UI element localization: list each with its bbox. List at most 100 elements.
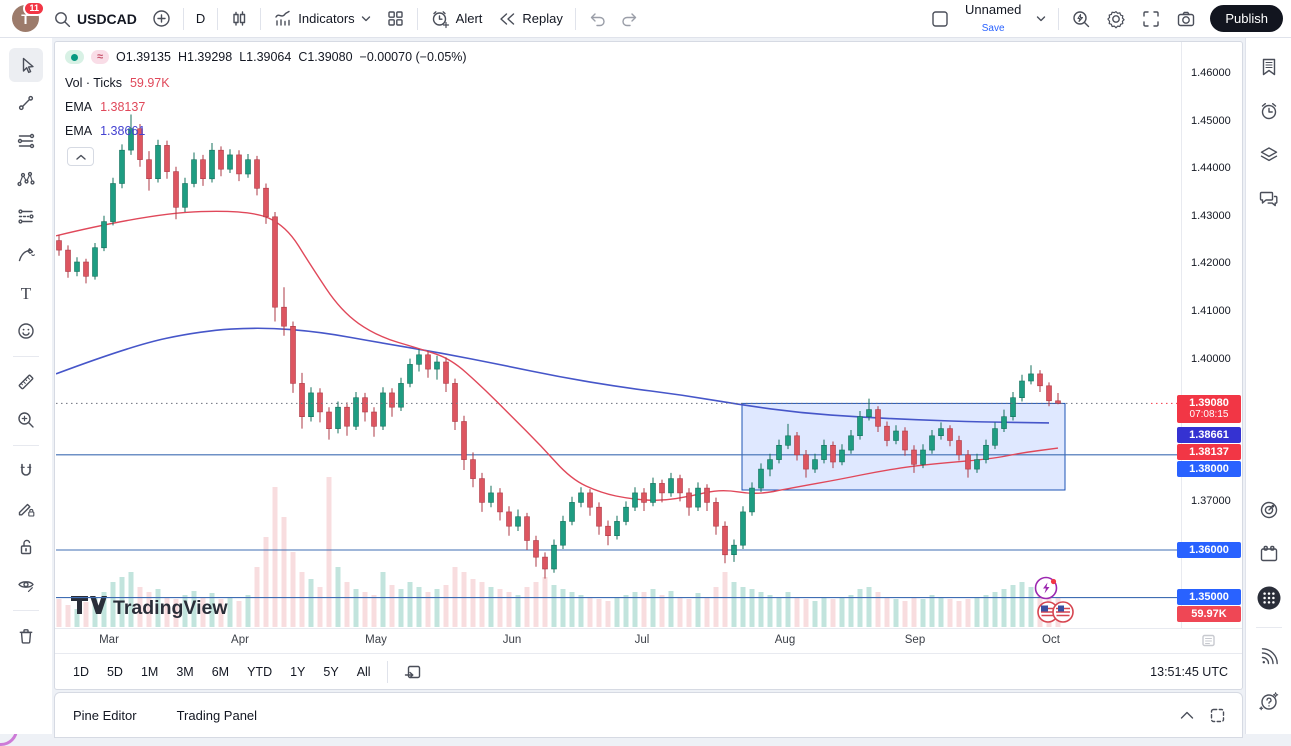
tab-pine-editor[interactable]: Pine Editor — [73, 707, 137, 723]
candle — [56, 234, 62, 256]
candle — [416, 349, 422, 372]
price-axis[interactable]: 1.46000 1.45000 1.44000 1.43000 1.42000 1.410… — [1177, 42, 1242, 628]
undo-button[interactable] — [581, 6, 613, 32]
range-button-6m[interactable]: 6M — [211, 665, 230, 679]
divider — [574, 7, 576, 30]
layers-icon — [1260, 147, 1277, 162]
chart-pane: TradingView ≈ O1.39135 H1.39298 L1.39064… — [54, 41, 1243, 690]
panel-expand-chevron-icon[interactable] — [1179, 709, 1195, 721]
drawing-mode-lock-button[interactable] — [9, 492, 43, 526]
market-status-pill[interactable] — [65, 50, 84, 64]
text-tool-button[interactable]: T — [9, 276, 43, 310]
panel-maximize-icon[interactable] — [1209, 707, 1226, 724]
range-button-1d[interactable]: 1D — [73, 665, 89, 679]
volume-bar — [677, 597, 683, 627]
brush-tool-button[interactable] — [9, 238, 43, 272]
trend-line-icon — [18, 95, 34, 111]
interval-button[interactable]: D — [189, 7, 212, 30]
time-axis[interactable]: Mar Apr May Jun Jul Aug Sep Oct — [55, 628, 1242, 653]
alerts-panel-button[interactable] — [1252, 94, 1286, 128]
legend-ema-slow-row[interactable]: EMA 1.38661 — [65, 124, 145, 138]
calendar-button[interactable] — [1252, 537, 1286, 571]
candle — [722, 521, 728, 564]
help-button[interactable] — [1252, 684, 1286, 718]
legend-high: H1.39298 — [177, 50, 233, 64]
watchlist-button[interactable] — [1252, 50, 1286, 84]
volume-bar — [659, 595, 665, 627]
approx-price-pill[interactable]: ≈ — [91, 50, 110, 64]
bottom-panel-controls — [1179, 707, 1226, 724]
publish-button[interactable]: Publish — [1210, 5, 1283, 32]
pattern-tool-button[interactable] — [9, 162, 43, 196]
range-button-1m[interactable]: 1M — [140, 665, 159, 679]
settings-button[interactable] — [1099, 5, 1133, 33]
zoom-in-tool-button[interactable] — [9, 403, 43, 437]
legend-collapse-button[interactable] — [67, 147, 94, 166]
measure-tool-button[interactable] — [9, 365, 43, 399]
hide-drawings-button[interactable] — [9, 568, 43, 602]
candle — [443, 357, 449, 392]
gear-icon — [1107, 10, 1126, 28]
projection-tool-button[interactable] — [9, 200, 43, 234]
lock-drawings-button[interactable] — [9, 530, 43, 564]
apps-menu-button[interactable] — [1252, 581, 1286, 615]
volume-bar — [254, 567, 260, 627]
ema-fast-line[interactable] — [56, 210, 1059, 501]
save-label: Save — [981, 23, 1005, 35]
quick-search-button[interactable] — [1064, 5, 1098, 33]
go-to-date-button[interactable] — [396, 659, 430, 685]
candle — [704, 484, 710, 511]
layout-select-button[interactable] — [923, 5, 957, 33]
redo-button[interactable] — [614, 6, 646, 32]
tab-trading-panel[interactable]: Trading Panel — [176, 707, 258, 723]
candle — [209, 143, 215, 183]
axis-corner-icon[interactable] — [1201, 633, 1216, 648]
legend-ema-fast-row[interactable]: EMA 1.38137 — [65, 100, 145, 114]
object-tree-button[interactable] — [1252, 138, 1286, 172]
volume-bar — [227, 597, 233, 627]
alert-button[interactable]: Alert — [423, 5, 490, 33]
range-button-3m[interactable]: 3M — [176, 665, 194, 679]
chart-canvas[interactable]: TradingView — [56, 42, 1181, 628]
candle — [128, 114, 134, 155]
volume-bar — [704, 597, 710, 627]
chart-style-button[interactable] — [223, 6, 255, 32]
layout-menu-button[interactable] — [1029, 11, 1053, 27]
volume-bar — [983, 595, 989, 627]
indicators-button[interactable]: Indicators — [266, 5, 377, 32]
candle — [974, 453, 980, 473]
streams-button[interactable] — [1252, 640, 1286, 674]
range-button-5d[interactable]: 5D — [106, 665, 123, 679]
price-badge: 1.38137 — [1177, 444, 1241, 460]
fib-tool-button[interactable] — [9, 124, 43, 158]
save-layout-button[interactable]: Unnamed Save — [958, 0, 1028, 38]
grid-layout-button[interactable] — [379, 5, 412, 32]
trend-line-tool-button[interactable] — [9, 86, 43, 120]
clock-utc[interactable]: 13:51:45 UTC — [1150, 665, 1228, 679]
volume-bar — [335, 567, 341, 627]
candle — [488, 485, 494, 508]
range-button-5y[interactable]: 5Y — [323, 665, 339, 679]
candle — [866, 398, 872, 421]
range-button-all[interactable]: All — [356, 665, 371, 679]
ideas-button[interactable] — [1252, 493, 1286, 527]
range-button-1y[interactable]: 1Y — [290, 665, 306, 679]
volume-bar — [722, 572, 728, 627]
compare-add-button[interactable] — [145, 5, 178, 32]
eye-hide-icon — [18, 581, 34, 593]
magnet-tool-button[interactable] — [9, 454, 43, 488]
cursor-tool-button[interactable] — [9, 48, 43, 82]
replay-button[interactable]: Replay — [490, 6, 569, 32]
remove-drawings-button[interactable] — [9, 619, 43, 653]
emoji-icon — [18, 323, 34, 339]
chat-button[interactable] — [1252, 182, 1286, 216]
snapshot-button[interactable] — [1169, 5, 1203, 33]
fullscreen-button[interactable] — [1134, 5, 1168, 33]
legend-volume-row[interactable]: Vol · Ticks 59.97K — [65, 76, 170, 90]
volume-bar — [614, 597, 620, 627]
symbol-search-button[interactable]: USDCAD — [46, 6, 144, 32]
candle — [191, 152, 197, 188]
range-button-ytd[interactable]: YTD — [247, 665, 273, 679]
emoji-tool-button[interactable] — [9, 314, 43, 348]
user-avatar[interactable]: T 11 — [12, 1, 45, 32]
